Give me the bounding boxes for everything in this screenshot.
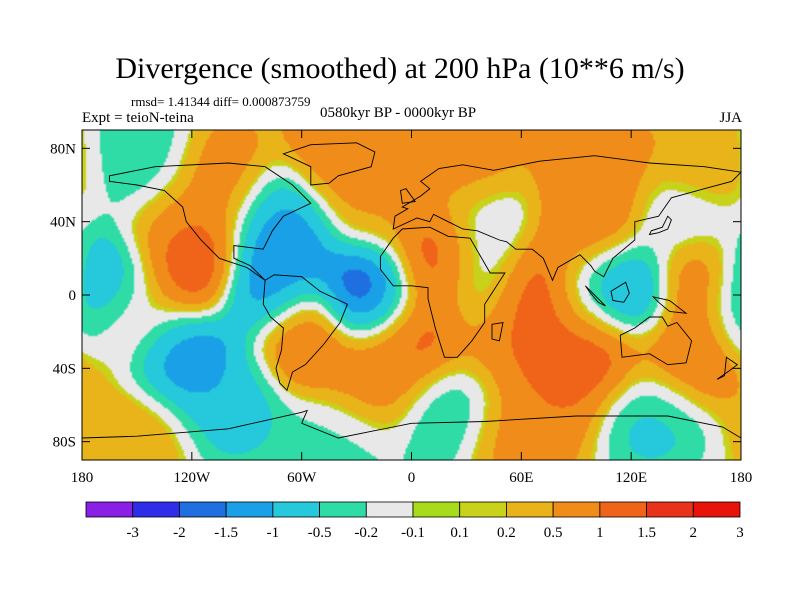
coastline-africa bbox=[379, 226, 506, 358]
colorbar-swatch bbox=[225, 501, 274, 518]
season-label: JJA bbox=[719, 110, 742, 126]
coastline-madagascar bbox=[491, 321, 504, 342]
coastline-south-america bbox=[262, 274, 348, 392]
experiment-label: Expt = teioN-teina bbox=[82, 110, 194, 126]
coastline-britain bbox=[400, 188, 417, 204]
colorbar-swatch bbox=[85, 501, 134, 518]
x-tick-label: 180 bbox=[730, 470, 753, 486]
coastline-australia bbox=[619, 316, 693, 366]
colorbar-label: 1.5 bbox=[637, 525, 656, 541]
colorbar-label: -3 bbox=[126, 525, 139, 541]
y-tick-label: 40N bbox=[50, 215, 76, 231]
y-axis: 80N 40N 0 40S 80S bbox=[50, 141, 741, 451]
colorbar-label: -2 bbox=[173, 525, 186, 541]
colorbar-label: -0.2 bbox=[354, 525, 378, 541]
map-title: Divergence (smoothed) at 200 hPa (10**6 … bbox=[115, 52, 685, 85]
colorbar-label: 0.1 bbox=[450, 525, 469, 541]
colorbar-swatch bbox=[506, 501, 554, 518]
y-tick-label: 80S bbox=[53, 435, 76, 451]
y-tick-label: 40S bbox=[53, 361, 76, 377]
colorbar-swatch bbox=[412, 501, 461, 518]
x-tick-label: 180 bbox=[71, 470, 94, 486]
colorbar-swatch bbox=[692, 501, 741, 518]
y-tick-label: 0 bbox=[69, 288, 77, 304]
rmsd-diff-stats: rmsd= 1.41344 diff= 0.000873759 bbox=[131, 94, 311, 109]
x-tick-label: 120E bbox=[615, 470, 647, 486]
coastline-borneo bbox=[610, 281, 630, 303]
colorbar: -3 -2 -1.5 -1 -0.5 -0.2 -0.1 0.1 0.2 0.5 1 1.5 2 3 bbox=[85, 501, 744, 541]
colorbar-label: 2 bbox=[690, 525, 698, 541]
x-axis: 180 120W 60W 0 60E 120E 180 bbox=[71, 130, 753, 486]
colorbar-swatch bbox=[646, 501, 694, 518]
coastline-greenland bbox=[282, 142, 376, 186]
map-plot-area bbox=[81, 129, 742, 461]
colorbar-label: 0.2 bbox=[497, 525, 516, 541]
x-tick-label: 120W bbox=[173, 470, 211, 486]
colorbar-label: 1 bbox=[596, 525, 604, 541]
coastline-sumatra bbox=[585, 285, 606, 307]
y-tick-label: 80N bbox=[50, 141, 76, 157]
colorbar-swatch bbox=[599, 501, 647, 518]
period-label: 0580kyr BP - 0000kyr BP bbox=[320, 105, 477, 121]
colorbar-label: 3 bbox=[736, 525, 744, 541]
colorbar-swatch bbox=[272, 501, 320, 518]
colorbar-swatch bbox=[365, 501, 414, 518]
colorbar-swatch bbox=[459, 501, 507, 518]
colorbar-swatch bbox=[319, 501, 367, 518]
x-tick-label: 0 bbox=[408, 470, 416, 486]
colorbar-label: -1 bbox=[267, 525, 280, 541]
x-tick-label: 60W bbox=[287, 470, 317, 486]
colorbar-label: -1.5 bbox=[214, 525, 238, 541]
coastlines bbox=[82, 142, 741, 460]
coastline-north-america bbox=[109, 162, 312, 281]
divergence-field bbox=[82, 130, 741, 460]
coastline-japan bbox=[648, 215, 672, 236]
x-tick-label: 60E bbox=[509, 470, 533, 486]
colorbar-swatch bbox=[552, 501, 601, 518]
coastline-antarctica bbox=[82, 409, 741, 460]
colorbar-label: -0.1 bbox=[401, 525, 425, 541]
colorbar-label: 0.5 bbox=[544, 525, 563, 541]
colorbar-label: -0.5 bbox=[308, 525, 332, 541]
coastline-eurasia bbox=[392, 155, 741, 282]
coastline-new-zealand bbox=[716, 356, 739, 380]
colorbar-swatch bbox=[132, 501, 180, 518]
colorbar-swatch bbox=[179, 501, 227, 518]
coastline-new-guinea bbox=[651, 296, 688, 314]
